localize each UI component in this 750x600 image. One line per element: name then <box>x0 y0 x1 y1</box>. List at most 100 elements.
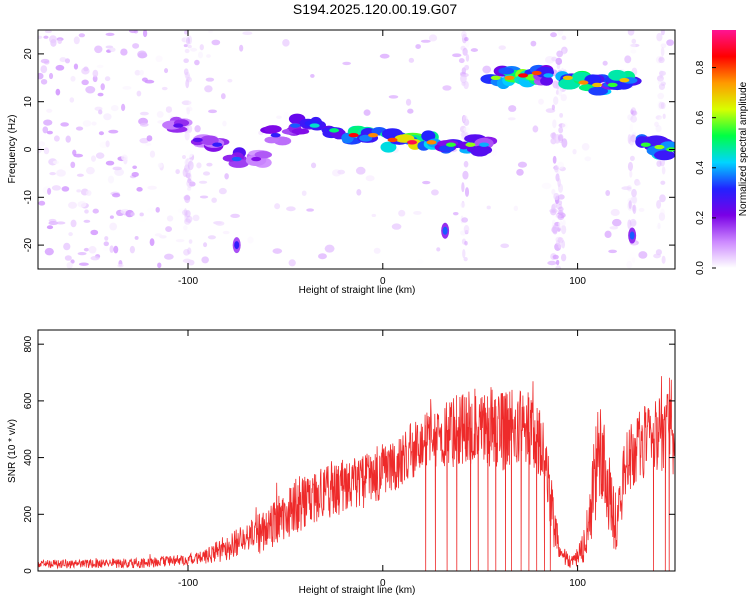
noise-speckle <box>222 230 230 235</box>
noise-speckle <box>318 253 327 260</box>
ridge-halo <box>584 74 602 85</box>
noise-speckle <box>164 253 174 260</box>
noise-speckle <box>85 86 96 94</box>
noise-speckle <box>164 68 169 74</box>
noise-speckle <box>86 166 95 175</box>
noise-speckle <box>373 247 381 254</box>
streak-speckle <box>660 43 667 49</box>
streak-speckle <box>629 123 634 133</box>
streak-speckle <box>184 48 190 54</box>
streak-speckle <box>562 219 566 227</box>
streak-speckle <box>658 57 665 64</box>
streak-speckle <box>629 218 637 227</box>
streak-speckle <box>661 255 666 264</box>
streak-speckle <box>461 217 469 223</box>
streak-speckle <box>184 158 192 168</box>
ridge-halo <box>653 150 675 161</box>
streak-speckle <box>458 58 465 64</box>
streak-speckle <box>187 178 192 184</box>
ridge-point <box>251 156 262 162</box>
noise-speckle <box>98 109 103 115</box>
noise-speckle <box>142 30 148 38</box>
streak-speckle <box>187 172 192 182</box>
streak-speckle <box>464 37 469 42</box>
spectrogram-x-axis-label: Height of straight line (km) <box>299 285 416 296</box>
streak-speckle <box>562 48 566 55</box>
snr-panel: -100 0 100 0 200 400 600 800 Height of straight… <box>7 329 676 596</box>
ridge-point <box>270 132 281 138</box>
streak-speckle <box>558 242 562 249</box>
noise-speckle <box>42 126 49 134</box>
streak-speckle <box>185 210 191 218</box>
streak-speckle <box>187 158 193 166</box>
ridge-point <box>348 132 359 138</box>
noise-speckle <box>65 135 71 143</box>
noise-speckle <box>120 48 128 56</box>
noise-speckle <box>500 243 510 249</box>
noise-speckle <box>436 247 441 252</box>
streak-speckle <box>184 212 188 223</box>
noise-speckle <box>83 247 89 252</box>
noise-speckle <box>602 60 608 66</box>
noise-speckle <box>107 175 115 184</box>
streak-speckle <box>558 206 564 212</box>
noise-speckle <box>605 189 611 196</box>
noise-speckle <box>611 218 622 227</box>
noise-speckle <box>47 187 52 195</box>
streak-speckle <box>185 157 190 168</box>
noise-speckle <box>82 120 92 127</box>
noise-speckle <box>83 219 91 223</box>
noise-speckle <box>109 222 118 231</box>
streak-speckle <box>551 104 555 111</box>
streak-speckle <box>460 73 467 84</box>
streak-speckle <box>656 32 663 42</box>
streak-speckle <box>660 81 666 86</box>
noise-speckle <box>498 45 506 50</box>
streak-speckle <box>655 56 662 64</box>
streak-speckle <box>659 55 664 61</box>
ridge-halo <box>380 141 397 153</box>
streak-speckle <box>465 54 470 62</box>
noise-speckle <box>104 236 109 241</box>
streak-speckle <box>461 182 465 193</box>
noise-speckle <box>431 189 439 196</box>
noise-speckle <box>185 149 193 158</box>
noise-speckle <box>96 64 104 69</box>
ridge-point <box>368 132 379 138</box>
noise-speckle <box>201 256 209 264</box>
spectrogram-x-tick-label: 0 <box>380 276 386 287</box>
streak-speckle <box>627 134 632 145</box>
noise-speckle <box>630 43 640 48</box>
noise-speckle <box>208 109 217 114</box>
noise-speckle <box>137 50 147 59</box>
streak-speckle <box>185 106 193 112</box>
ridge-point <box>518 73 529 78</box>
noise-speckle <box>581 142 590 151</box>
noise-speckle <box>181 154 187 160</box>
noise-speckle <box>608 249 618 254</box>
noise-speckle <box>109 245 114 253</box>
noise-speckle <box>88 246 97 254</box>
spectrogram-x-tick-label: -100 <box>178 276 198 287</box>
ridge-halo <box>608 69 627 81</box>
noise-speckle <box>206 54 211 58</box>
noise-speckle <box>77 252 87 256</box>
noise-speckle <box>482 65 492 74</box>
noise-speckle <box>136 90 142 97</box>
spectrogram-y-axis-label: Frequency (Hz) <box>7 115 18 184</box>
noise-speckle <box>202 171 211 176</box>
snr-x-tick-label: 100 <box>569 578 586 589</box>
noise-speckle <box>92 208 99 214</box>
colorbar-gradient <box>712 30 736 268</box>
noise-speckle <box>104 76 111 82</box>
streak-speckle <box>188 100 192 107</box>
colorbar-tick-label: 0.8 <box>695 60 706 74</box>
noise-speckle <box>53 135 60 142</box>
streak-speckle <box>656 199 662 209</box>
ridge-point <box>309 123 320 128</box>
noise-speckle <box>413 210 422 215</box>
streak-speckle <box>184 218 191 225</box>
streak-speckle <box>655 125 662 133</box>
streak-speckle <box>658 70 664 79</box>
noise-speckle <box>356 188 362 196</box>
